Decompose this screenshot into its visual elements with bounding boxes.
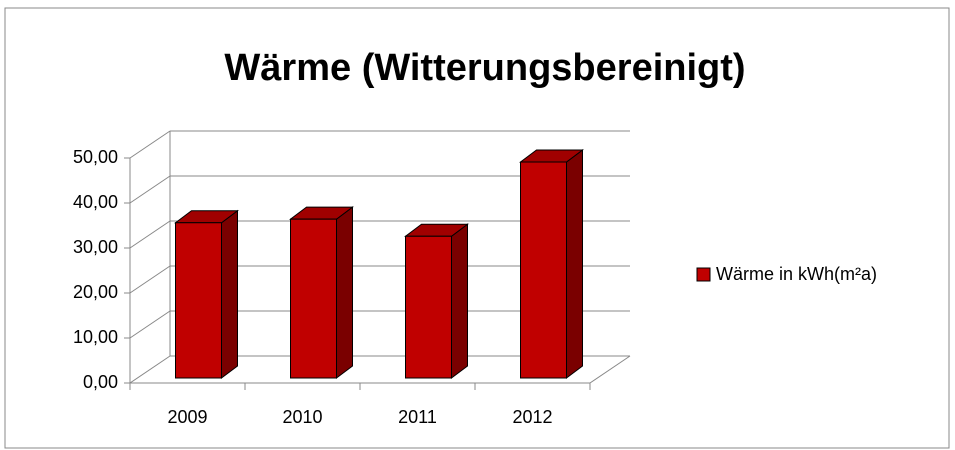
bar-side <box>221 209 238 379</box>
bar-side <box>336 206 353 379</box>
grid-line <box>129 310 171 339</box>
y-tick-label: 50,00 <box>73 147 118 167</box>
floor-edge <box>589 355 631 384</box>
chart-border <box>4 7 950 449</box>
y-tick-label: 0,00 <box>83 372 118 392</box>
grid-line <box>129 265 171 294</box>
y-tick-label: 30,00 <box>73 237 118 257</box>
bar-side <box>451 223 468 379</box>
x-tick-label: 2011 <box>398 407 437 427</box>
bar <box>290 218 337 379</box>
legend-swatch <box>696 267 711 282</box>
bar <box>520 161 567 379</box>
x-tick-label: 2010 <box>282 407 322 427</box>
chart-title: Wärme (Witterungsbereinigt) <box>224 47 745 89</box>
y-tick-label: 40,00 <box>73 192 118 212</box>
grid-line <box>129 130 171 159</box>
grid-line <box>129 175 171 204</box>
bar <box>175 222 222 379</box>
y-tick-label: 20,00 <box>73 282 118 302</box>
legend-label: Wärme in kWh(m²a) <box>716 264 877 284</box>
grid-line <box>129 355 171 384</box>
grid-line <box>129 220 171 249</box>
bar-side <box>566 149 583 379</box>
y-tick-label: 10,00 <box>73 327 118 347</box>
bar <box>405 235 452 379</box>
x-tick-label: 2009 <box>167 407 207 427</box>
x-tick-label: 2012 <box>512 407 552 427</box>
